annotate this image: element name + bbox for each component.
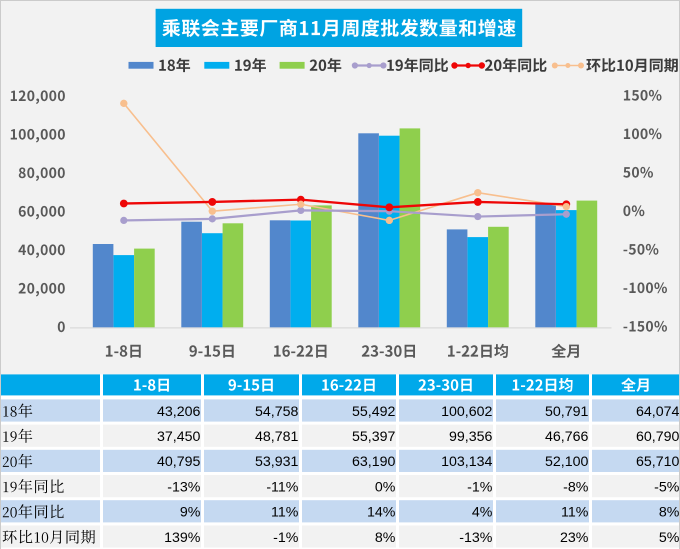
svg-text:-5%: -5% — [654, 479, 680, 495]
svg-text:65,710: 65,710 — [636, 454, 680, 470]
svg-text:64,074: 64,074 — [636, 404, 680, 420]
svg-text:53,931: 53,931 — [255, 454, 299, 470]
svg-text:-11%: -11% — [266, 479, 298, 495]
svg-text:60,790: 60,790 — [636, 429, 680, 445]
svg-text:5%: 5% — [659, 530, 680, 546]
svg-text:48,781: 48,781 — [255, 429, 299, 445]
svg-text:100,602: 100,602 — [441, 404, 492, 420]
svg-text:-1%: -1% — [467, 479, 493, 495]
svg-text:8%: 8% — [659, 505, 680, 521]
svg-text:55,492: 55,492 — [352, 404, 396, 420]
svg-text:63,190: 63,190 — [352, 454, 396, 470]
svg-text:14%: 14% — [367, 505, 396, 521]
svg-text:-1%: -1% — [273, 530, 299, 546]
svg-text:46,766: 46,766 — [545, 429, 589, 445]
svg-text:99,356: 99,356 — [449, 429, 493, 445]
svg-text:9%: 9% — [180, 505, 201, 521]
svg-text:55,397: 55,397 — [352, 429, 396, 445]
svg-text:11%: 11% — [271, 505, 299, 521]
svg-text:-8%: -8% — [563, 479, 589, 495]
svg-text:43,206: 43,206 — [157, 404, 201, 420]
svg-text:37,450: 37,450 — [157, 429, 201, 445]
svg-text:0%: 0% — [375, 479, 396, 495]
svg-text:11%: 11% — [561, 505, 589, 521]
svg-text:-13%: -13% — [167, 479, 201, 495]
svg-text:103,134: 103,134 — [441, 454, 492, 470]
svg-text:52,100: 52,100 — [545, 454, 589, 470]
svg-text:23%: 23% — [560, 530, 589, 546]
svg-text:40,795: 40,795 — [157, 454, 201, 470]
svg-text:139%: 139% — [164, 530, 201, 546]
svg-text:4%: 4% — [472, 505, 493, 521]
svg-text:8%: 8% — [375, 530, 396, 546]
svg-text:-13%: -13% — [459, 530, 493, 546]
svg-text:54,758: 54,758 — [255, 404, 299, 420]
svg-text:50,791: 50,791 — [545, 404, 589, 420]
